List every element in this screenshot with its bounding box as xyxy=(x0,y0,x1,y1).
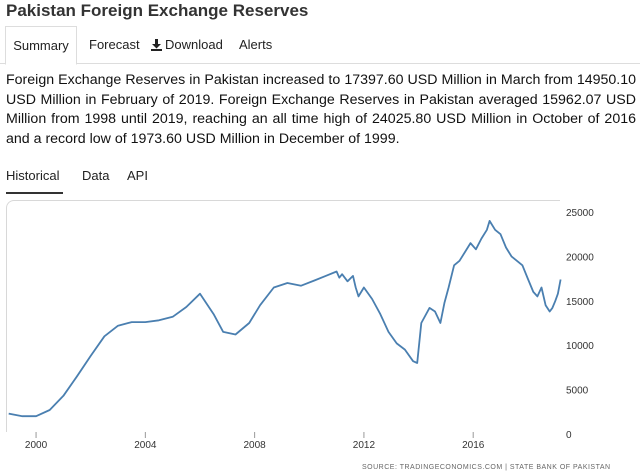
series-line xyxy=(8,219,562,418)
source-credit: SOURCE: TRADINGECONOMICS.COM | STATE BAN… xyxy=(362,464,611,471)
line-chart: 0 5000 10000 15000 20000 25000 2000 2004 2008 201… xyxy=(8,208,594,451)
y-tick-label: 25000 xyxy=(566,208,594,219)
tab-summary[interactable]: Summary xyxy=(5,26,77,65)
tab-download-label: Download xyxy=(165,37,223,52)
tab-alerts[interactable]: Alerts xyxy=(239,37,273,52)
tab-download[interactable]: Download xyxy=(151,26,223,64)
subtab-api[interactable]: API xyxy=(127,168,148,183)
download-icon xyxy=(151,28,162,66)
y-tick-label: 15000 xyxy=(566,297,594,308)
x-tick-label: 2016 xyxy=(462,440,485,451)
y-tick-label: 5000 xyxy=(566,386,589,397)
chart-container: 0 5000 10000 15000 20000 25000 2000 2004 2008 201… xyxy=(6,200,640,475)
subtab-data[interactable]: Data xyxy=(82,168,110,183)
tab-forecast[interactable]: Forecast xyxy=(89,37,140,52)
chart-frame xyxy=(6,200,560,432)
x-tick-label: 2012 xyxy=(353,440,376,451)
x-tick-label: 2000 xyxy=(25,440,48,451)
summary-paragraph: Foreign Exchange Reserves in Pakistan in… xyxy=(6,72,636,147)
x-tick-label: 2008 xyxy=(244,440,267,451)
main-tab-bar: Summary Forecast Download Alerts xyxy=(0,26,640,65)
y-tick-label: 20000 xyxy=(566,252,594,263)
page-title: Pakistan Foreign Exchange Reserves xyxy=(6,1,309,20)
y-tick-label: 0 xyxy=(566,430,572,441)
y-tick-label: 10000 xyxy=(566,341,594,352)
subtab-historical[interactable]: Historical xyxy=(6,162,63,194)
x-tick-label: 2004 xyxy=(134,440,157,451)
chart-tab-bar: Historical Data API xyxy=(0,162,640,196)
